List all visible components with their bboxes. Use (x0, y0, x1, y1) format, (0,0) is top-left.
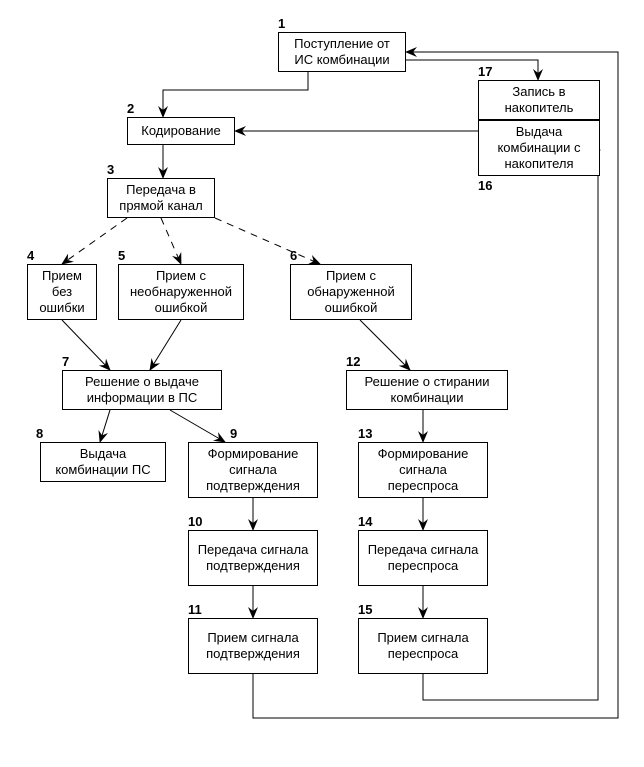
flowchart-node-number: 10 (188, 514, 202, 529)
flowchart-node-number: 12 (346, 354, 360, 369)
flowchart-node-number: 1 (278, 16, 285, 31)
flowchart-node-label: Прием сигнала переспроса (365, 630, 481, 663)
flowchart-node-number: 8 (36, 426, 43, 441)
flowchart-edge (215, 218, 320, 264)
flowchart-node-number: 16 (478, 178, 492, 193)
flowchart-node-6: Прием с обнаруженной ошибкой (290, 264, 412, 320)
flowchart-node-10: Передача сигнала подтверждения (188, 530, 318, 586)
flowchart-node-15: Прием сигнала переспроса (358, 618, 488, 674)
flowchart-node-12: Решение о стирании комбинации (346, 370, 508, 410)
flowchart-edge (150, 320, 181, 370)
flowchart-node-label: Решение о выдаче информации в ПС (69, 374, 215, 407)
flowchart-node-14: Передача сигнала переспроса (358, 530, 488, 586)
flowchart-node-number: 7 (62, 354, 69, 369)
flowchart-node-1: Поступление от ИС комбинации (278, 32, 406, 72)
flowchart-node-number: 17 (478, 64, 492, 79)
flowchart-node-number: 6 (290, 248, 297, 263)
flowchart-edge (360, 320, 410, 370)
flowchart-edge (170, 410, 225, 442)
flowchart-node-label: Прием с обнаруженной ошибкой (297, 268, 405, 317)
flowchart-node-5: Прием с необнаруженной ошибкой (118, 264, 244, 320)
flowchart-node-number: 3 (107, 162, 114, 177)
flowchart-node-17: Запись в накопитель (478, 80, 600, 120)
flowchart-node-number: 9 (230, 426, 237, 441)
flowchart-node-label: Передача сигнала подтверждения (195, 542, 311, 575)
flowchart-node-number: 11 (188, 602, 202, 617)
flowchart-node-label: Запись в накопитель (485, 84, 593, 117)
flowchart-node-7: Решение о выдаче информации в ПС (62, 370, 222, 410)
flowchart-edge (163, 72, 308, 117)
flowchart-node-4: Прием без ошибки (27, 264, 97, 320)
flowchart-edge (406, 60, 538, 80)
flowchart-node-number: 15 (358, 602, 372, 617)
flowchart-node-label: Прием сигнала подтверждения (195, 630, 311, 663)
flowchart-node-label: Выдача комбинации с накопителя (485, 124, 593, 173)
flowchart-node-number: 13 (358, 426, 372, 441)
flowchart-node-label: Кодирование (141, 123, 221, 139)
flowchart-node-label: Передача сигнала переспроса (365, 542, 481, 575)
flowchart-node-label: Передача в прямой канал (114, 182, 208, 215)
flowchart-node-number: 4 (27, 248, 34, 263)
flowchart-edge (100, 410, 110, 442)
flowchart-node-label: Прием с необнаруженной ошибкой (125, 268, 237, 317)
flowchart-node-16: Выдача комбинации с накопителя (478, 120, 600, 176)
flowchart-node-number: 14 (358, 514, 372, 529)
flowchart-node-13: Формирование сигнала переспроса (358, 442, 488, 498)
flowchart-node-label: Формирование сигнала переспроса (365, 446, 481, 495)
flowchart-node-label: Прием без ошибки (34, 268, 90, 317)
flowchart-node-label: Решение о стирании комбинации (353, 374, 501, 407)
flowchart-edge (161, 218, 181, 264)
flowchart-node-number: 2 (127, 101, 134, 116)
flowchart-node-number: 5 (118, 248, 125, 263)
flowchart-node-3: Передача в прямой канал (107, 178, 215, 218)
flowchart-node-label: Формирование сигнала подтверждения (195, 446, 311, 495)
flowchart-node-label: Поступление от ИС комбинации (285, 36, 399, 69)
flowchart-node-label: Выдача комбинации ПС (47, 446, 159, 479)
flowchart-node-9: Формирование сигнала подтверждения (188, 442, 318, 498)
flowchart-node-8: Выдача комбинации ПС (40, 442, 166, 482)
flowchart-node-11: Прием сигнала подтверждения (188, 618, 318, 674)
flowchart-node-2: Кодирование (127, 117, 235, 145)
